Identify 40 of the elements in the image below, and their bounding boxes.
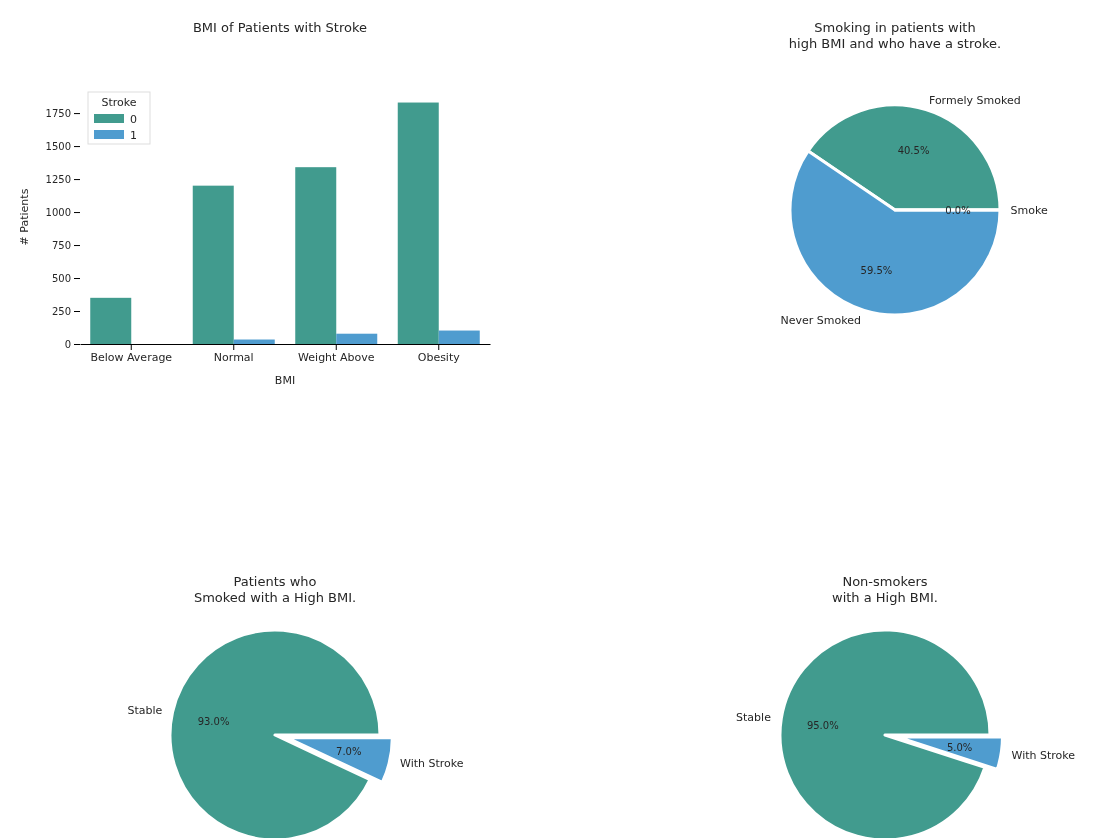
chart-title: BMI of Patients with Stroke — [192, 20, 368, 35]
bar — [295, 167, 337, 344]
category-label: Smoke — [1010, 204, 1048, 217]
y-tick-label: 1250 — [45, 173, 71, 185]
y-axis-title: # Patients — [18, 188, 31, 246]
data-label: 93.0% — [197, 716, 230, 728]
bar — [90, 297, 132, 344]
x-tick-label: Normal — [213, 350, 254, 364]
data-label: 40.5% — [897, 144, 930, 156]
y-tick-label: 500 — [51, 272, 71, 284]
slice-label: Stable — [127, 703, 163, 717]
x-tick-label: Obesity — [417, 350, 461, 364]
bar — [397, 102, 439, 344]
slice-label: With Stroke — [400, 756, 464, 770]
data-label: 7.0% — [336, 746, 362, 758]
chart-title: Non-smokers with a High BMI. — [832, 574, 938, 605]
slice-label: Formely Smoked — [928, 93, 1021, 107]
legend-label: 1 — [130, 129, 137, 142]
slice-label: With Stroke — [1011, 749, 1076, 763]
bar — [438, 330, 480, 344]
chart-title: Patients who Smoked with a High BMI. — [193, 574, 357, 605]
x-tick-label: Below Average — [90, 350, 173, 364]
data-label: 59.5% — [860, 265, 893, 277]
y-tick-label: 1500 — [45, 140, 71, 152]
slice-label: Never Smoked — [780, 314, 862, 328]
slice-label: Stable — [736, 710, 772, 724]
y-tick-label: 750 — [51, 239, 71, 251]
x-axis-title: BMI — [274, 374, 296, 387]
bar — [336, 333, 378, 344]
legend-label: 0 — [130, 113, 137, 126]
legend-title: Stroke — [101, 96, 137, 109]
y-tick-label: 1000 — [45, 206, 71, 218]
y-tick-label: 1750 — [45, 107, 71, 119]
y-tick-label: 250 — [51, 305, 71, 317]
data-label: 95.0% — [806, 720, 839, 732]
y-tick-label: 0 — [64, 338, 71, 350]
chart-title: Smoking in patients with high BMI and who have a stroke. — [788, 20, 1002, 51]
bar — [192, 185, 234, 344]
data-label: 5.0% — [946, 741, 973, 753]
x-tick-label: Weight Above — [298, 350, 375, 364]
